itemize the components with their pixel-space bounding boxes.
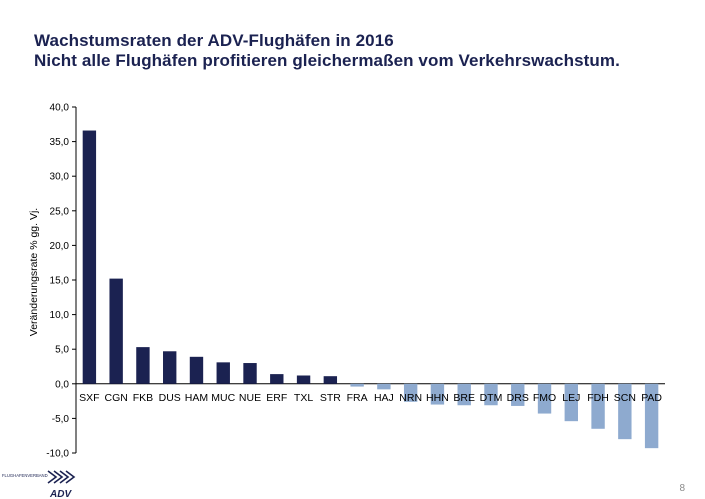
bar-drs	[511, 383, 525, 406]
y-tick-label: -10,0	[46, 449, 69, 460]
bar-dus	[163, 351, 177, 384]
bar-txl	[296, 375, 311, 384]
x-tick-label-hhn: HHN	[426, 392, 449, 404]
bar-str	[323, 376, 338, 384]
y-tick-label: 35,0	[50, 137, 70, 148]
page-number: 8	[679, 483, 685, 494]
y-axis-label: Veränderungsrate % gg. Vj.	[28, 208, 40, 336]
x-tick-label-bre: BRE	[453, 392, 475, 404]
chart-title-line: Wachstumsraten der ADV-Flughäfen in 2016	[34, 31, 394, 50]
logo-text: FLUGHAFENVERBAND	[2, 473, 48, 478]
logo-chevrons-icon	[47, 470, 76, 484]
x-tick-label-muc: MUC	[211, 392, 235, 404]
bar-nue	[243, 363, 257, 384]
x-tick-label-cgn: CGN	[104, 392, 127, 404]
x-tick-label-nrn: NRN	[399, 392, 422, 404]
x-tick-label-dus: DUS	[159, 392, 181, 404]
x-tick-label-nue: NUE	[239, 392, 261, 404]
bar-fmo	[537, 383, 552, 414]
x-tick-label-scn: SCN	[614, 392, 636, 404]
x-tick-label-lej: LEJ	[562, 392, 580, 404]
x-tick-label-str: STR	[320, 392, 341, 404]
bar-hhn	[430, 383, 445, 405]
bar-erf	[270, 374, 284, 384]
bar-haj	[377, 383, 391, 390]
x-tick-label-haj: HAJ	[374, 392, 394, 404]
y-tick-label: -5,0	[52, 414, 70, 425]
bar-bre	[457, 383, 471, 406]
bar-muc	[216, 362, 230, 384]
y-tick-label: 10,0	[50, 310, 70, 321]
y-tick-label: 25,0	[50, 206, 70, 217]
y-tick-label: 15,0	[50, 276, 70, 287]
y-axis: -10,0 -5,0 0,0 5,0 10,0 15,0 20,0 25,0 30,0 35,0 4…	[46, 103, 665, 460]
bar-nrn	[403, 383, 418, 402]
bar-sxf	[82, 130, 97, 384]
x-tick-label-pad: PAD	[641, 392, 662, 404]
bar-pad	[644, 383, 659, 449]
x-tick-label-fkb: FKB	[133, 392, 153, 404]
bar-ham	[189, 356, 204, 384]
bar-fkb	[136, 347, 150, 384]
y-tick-label: 0,0	[55, 379, 69, 390]
x-tick-label-erf: ERF	[266, 392, 287, 404]
x-tick-label-fdh: FDH	[587, 392, 609, 404]
chart-subtitle-line: Nicht alle Flughäfen profitieren gleiche…	[34, 51, 620, 70]
x-tick-label-sxf: SXF	[79, 392, 99, 404]
x-tick-label-drs: DRS	[507, 392, 529, 404]
bars	[82, 130, 659, 449]
bar-cgn	[109, 278, 123, 384]
bar-dtm	[484, 383, 498, 406]
y-tick-label: 30,0	[50, 172, 70, 183]
logo-mark: ADV	[49, 489, 72, 499]
x-tick-label-ham: HAM	[185, 392, 208, 404]
y-tick-label: 40,0	[50, 103, 70, 114]
x-tick-label-fra: FRA	[347, 392, 368, 404]
x-tick-label-fmo: FMO	[533, 392, 556, 404]
bar-lej	[564, 383, 578, 422]
bar-fdh	[591, 383, 605, 429]
y-tick-label: 5,0	[55, 345, 69, 356]
x-tick-label-dtm: DTM	[480, 392, 503, 404]
bar-scn	[618, 383, 632, 440]
bar-fra	[350, 383, 364, 387]
adv-logo: FLUGHAFENVERBAND ADV	[2, 470, 76, 499]
x-axis-labels: SXF CGN FKB DUS HAM MUC NUE ERF TXL STR FRA HAJ NRN H…	[79, 392, 662, 404]
y-tick-label: 20,0	[50, 241, 70, 252]
x-tick-label-txl: TXL	[294, 392, 313, 404]
